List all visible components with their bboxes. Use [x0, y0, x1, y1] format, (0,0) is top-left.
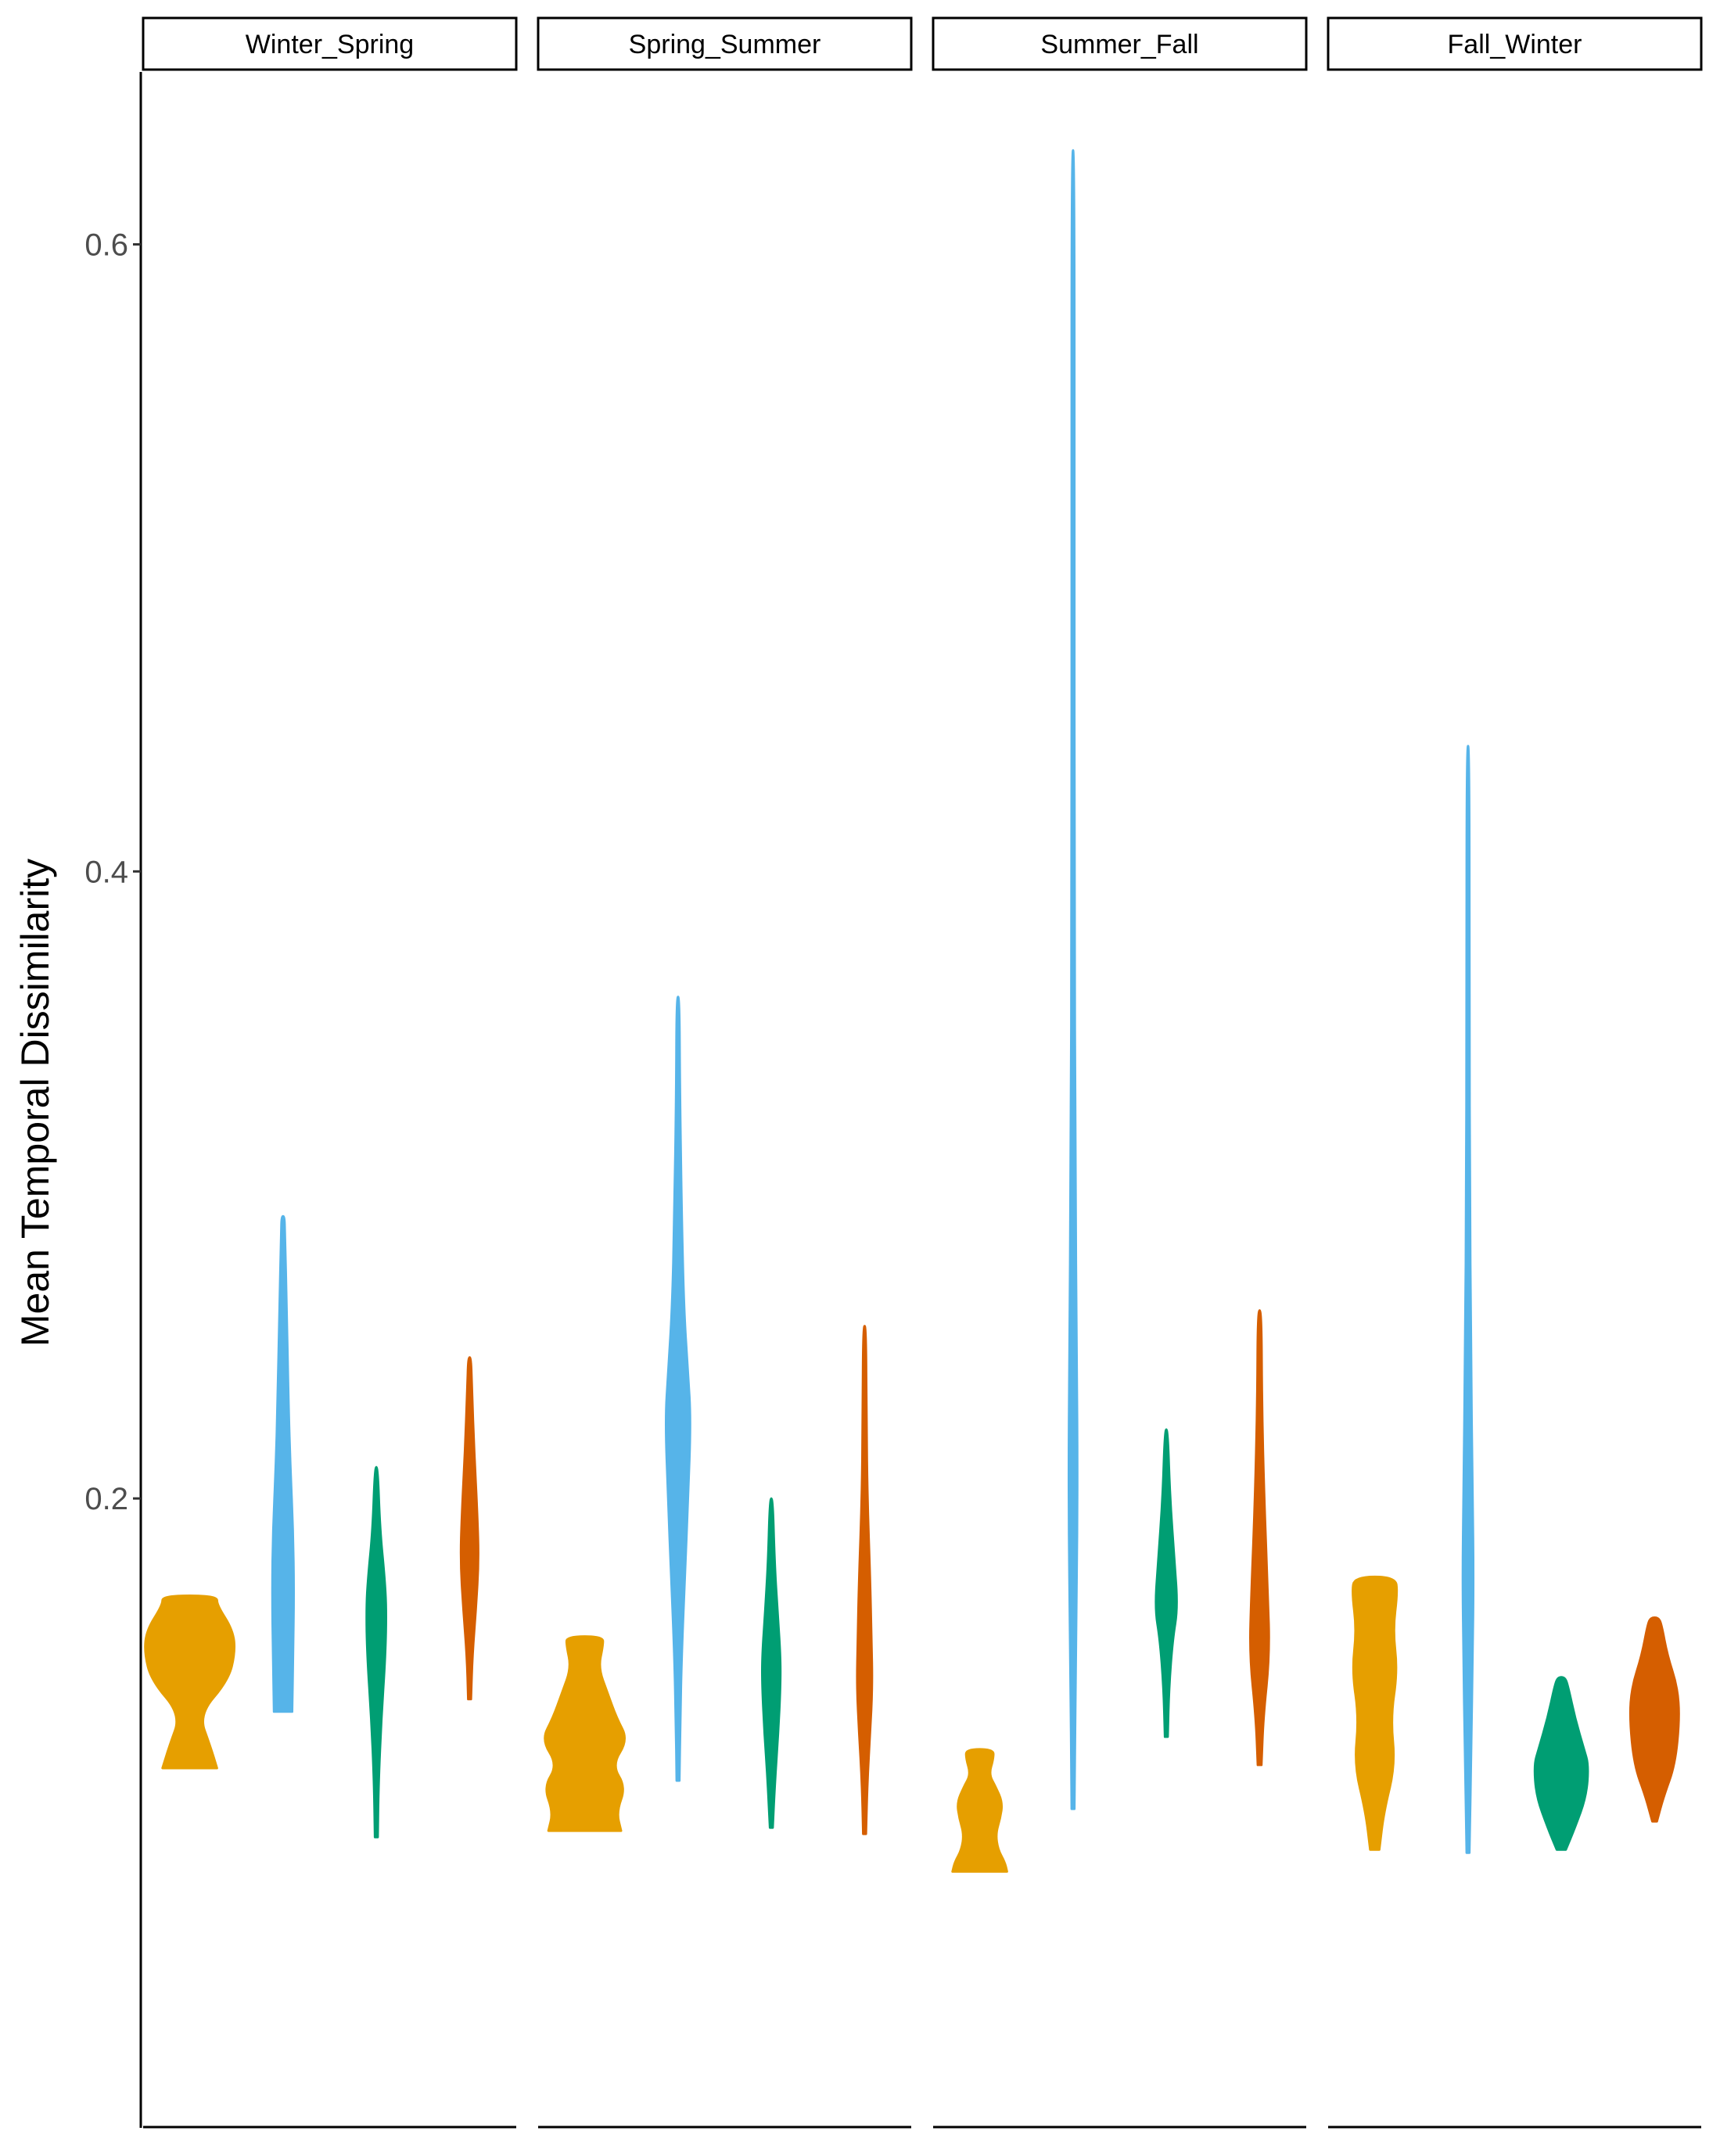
violin-fall-winter-1 — [1352, 1575, 1399, 1851]
violin-winter-spring-2 — [271, 1214, 295, 1713]
y-axis: 0.2 0.4 0.6 — [84, 72, 142, 2128]
violins-layer — [144, 149, 1680, 1873]
violin-fall-winter-3 — [1533, 1676, 1589, 1851]
facet-strip-summer-fall — [932, 16, 1308, 71]
violin-winter-spring-3 — [365, 1465, 387, 1839]
facets-layer: Winter_Spring Spring_Summer Summer_Fall Fal… — [142, 16, 1703, 2129]
facet-label: Fall_Winter — [1448, 30, 1582, 59]
facet-strip-fall-winter — [1327, 16, 1703, 71]
violin-summer-fall-4 — [1249, 1309, 1270, 1767]
violin-fall-winter-2 — [1461, 744, 1475, 1854]
facet-strip-spring-summer — [537, 16, 913, 71]
facet-label: Summer_Fall — [1040, 30, 1198, 59]
violin-summer-fall-3 — [1154, 1428, 1178, 1738]
violin-spring-summer-2 — [665, 995, 691, 1782]
violin-spring-summer-1 — [544, 1635, 626, 1832]
y-tick-label: 0.6 — [84, 228, 128, 263]
violin-fall-winter-4 — [1628, 1616, 1680, 1823]
violin-winter-spring-1 — [144, 1595, 236, 1770]
y-tick-label: 0.4 — [84, 855, 128, 889]
violin-spring-summer-4 — [856, 1325, 874, 1835]
y-tick-label: 0.2 — [84, 1482, 128, 1516]
violin-spring-summer-3 — [761, 1497, 782, 1829]
y-axis-title: Mean Temporal Dissimilarity — [13, 859, 57, 1347]
facet-label: Spring_Summer — [629, 30, 821, 59]
violin-winter-spring-4 — [459, 1356, 479, 1701]
violin-summer-fall-1 — [951, 1748, 1008, 1873]
facet-label: Winter_Spring — [246, 30, 414, 59]
facet-strip-winter-spring — [142, 16, 518, 71]
violin-summer-fall-2 — [1067, 149, 1079, 1810]
